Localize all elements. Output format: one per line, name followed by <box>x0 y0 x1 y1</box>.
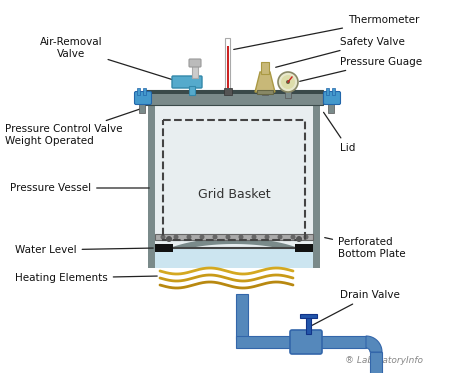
Circle shape <box>277 235 283 239</box>
Polygon shape <box>148 238 320 268</box>
Bar <box>257 90 273 94</box>
Circle shape <box>278 72 298 92</box>
Text: Pressure Guage: Pressure Guage <box>300 57 422 81</box>
Text: Heating Elements: Heating Elements <box>15 273 157 283</box>
Bar <box>295 244 313 252</box>
Bar <box>261 62 269 74</box>
FancyBboxPatch shape <box>172 76 202 88</box>
Circle shape <box>161 235 165 239</box>
Bar <box>328 103 334 113</box>
Bar <box>155 248 313 268</box>
Bar <box>370 352 382 373</box>
Bar <box>163 120 305 240</box>
Bar <box>192 64 198 78</box>
Bar <box>155 105 313 268</box>
FancyBboxPatch shape <box>290 330 322 354</box>
Bar <box>137 88 140 95</box>
Polygon shape <box>366 336 382 352</box>
Text: Drain Valve: Drain Valve <box>310 290 400 327</box>
Bar <box>227 46 229 88</box>
FancyBboxPatch shape <box>323 91 340 104</box>
Bar <box>332 88 336 95</box>
Circle shape <box>186 235 191 239</box>
Text: Grid Basket: Grid Basket <box>198 188 270 201</box>
Bar <box>148 105 155 268</box>
Circle shape <box>173 235 179 239</box>
Bar <box>327 88 329 95</box>
Text: Perforated
Bottom Plate: Perforated Bottom Plate <box>325 237 406 259</box>
Bar <box>144 88 146 95</box>
Bar <box>145 90 323 105</box>
Circle shape <box>296 236 302 242</box>
Text: Safety Valve: Safety Valve <box>276 37 405 67</box>
Circle shape <box>200 235 204 239</box>
Bar <box>226 38 230 90</box>
Bar <box>189 86 195 95</box>
Bar <box>236 336 366 348</box>
Text: Pressure Vessel: Pressure Vessel <box>10 183 149 193</box>
Bar <box>285 90 291 98</box>
Text: ® LaboratoryInfo: ® LaboratoryInfo <box>345 356 423 365</box>
Polygon shape <box>155 244 313 268</box>
Circle shape <box>166 236 172 242</box>
Circle shape <box>281 75 295 89</box>
Circle shape <box>264 235 270 239</box>
Circle shape <box>252 235 256 239</box>
Bar <box>139 103 145 113</box>
Circle shape <box>291 235 295 239</box>
Bar <box>145 90 323 94</box>
Text: Air-Removal
Valve: Air-Removal Valve <box>40 37 177 81</box>
Text: Thermometer: Thermometer <box>234 15 419 50</box>
FancyBboxPatch shape <box>189 59 201 67</box>
Text: Water Level: Water Level <box>15 245 153 255</box>
Bar <box>224 88 232 95</box>
Bar <box>300 314 317 318</box>
Circle shape <box>226 235 230 239</box>
Bar <box>155 234 313 240</box>
Text: Pressure Control Valve
Weight Operated: Pressure Control Valve Weight Operated <box>5 109 140 146</box>
Polygon shape <box>255 72 275 92</box>
FancyBboxPatch shape <box>135 91 152 104</box>
Circle shape <box>212 235 218 239</box>
Bar <box>262 94 268 95</box>
Bar <box>313 105 320 268</box>
Polygon shape <box>155 248 313 268</box>
Text: Lid: Lid <box>324 112 356 153</box>
Bar <box>155 244 173 252</box>
Circle shape <box>303 235 309 239</box>
Circle shape <box>238 235 244 239</box>
Bar <box>306 316 311 334</box>
Circle shape <box>286 80 290 84</box>
Bar <box>236 294 248 339</box>
